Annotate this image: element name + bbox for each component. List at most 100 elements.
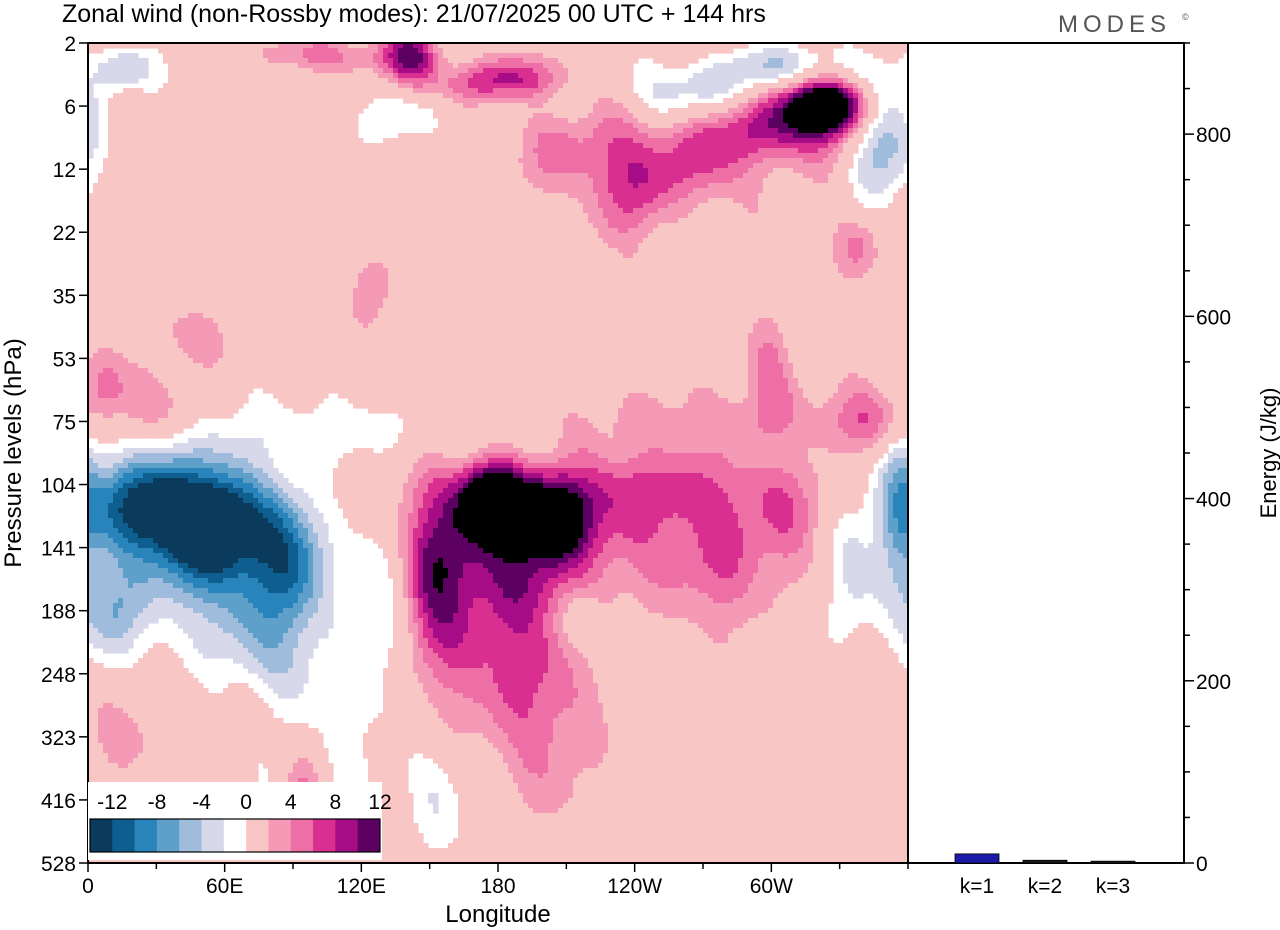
field-cell xyxy=(103,173,109,179)
field-cell xyxy=(713,173,719,179)
field-cell xyxy=(568,163,574,169)
field-cell xyxy=(153,188,159,194)
field-cell xyxy=(343,53,349,59)
field-cell xyxy=(708,203,714,209)
field-cell xyxy=(338,78,344,84)
field-cell xyxy=(513,68,519,74)
field-cell xyxy=(263,68,269,74)
field-cell xyxy=(163,93,169,99)
field-cell xyxy=(198,88,204,94)
field-cell xyxy=(188,153,194,159)
field-cell xyxy=(678,83,684,89)
field-cell xyxy=(823,183,829,189)
field-cell xyxy=(93,183,99,189)
field-cell xyxy=(388,193,394,199)
field-cell xyxy=(133,153,139,159)
field-cell xyxy=(708,183,714,189)
field-cell xyxy=(558,173,564,179)
field-cell xyxy=(578,108,584,114)
field-cell xyxy=(713,163,719,169)
field-cell xyxy=(198,168,204,174)
field-cell xyxy=(538,98,544,104)
field-cell xyxy=(678,53,684,59)
field-cell xyxy=(393,193,399,199)
field-cell xyxy=(428,48,434,54)
field-cell xyxy=(678,48,684,54)
field-cell xyxy=(688,83,694,89)
field-cell xyxy=(658,148,664,154)
field-cell xyxy=(873,128,879,134)
field-cell xyxy=(163,43,169,49)
field-cell xyxy=(328,128,334,134)
field-cell xyxy=(518,163,524,169)
field-cell xyxy=(703,53,709,59)
field-cell xyxy=(438,113,444,119)
field-cell xyxy=(433,148,439,154)
field-cell xyxy=(813,158,819,164)
field-cell xyxy=(398,203,404,209)
field-cell xyxy=(673,158,679,164)
field-cell xyxy=(123,88,129,94)
field-cell xyxy=(763,58,769,64)
field-cell xyxy=(133,128,139,134)
field-cell xyxy=(803,88,809,94)
field-cell xyxy=(703,148,709,154)
field-cell xyxy=(243,118,249,124)
field-cell xyxy=(403,168,409,174)
field-cell xyxy=(858,163,864,169)
field-cell xyxy=(498,123,504,129)
field-cell xyxy=(398,43,404,49)
field-cell xyxy=(498,193,504,199)
field-cell xyxy=(288,203,294,209)
field-cell xyxy=(188,123,194,129)
field-cell xyxy=(363,178,369,184)
field-cell xyxy=(158,108,164,114)
field-cell xyxy=(293,188,299,194)
field-cell xyxy=(123,93,129,99)
field-cell xyxy=(118,198,124,204)
field-cell xyxy=(508,133,514,139)
field-cell xyxy=(843,163,849,169)
field-cell xyxy=(213,158,219,164)
field-cell xyxy=(138,108,144,114)
field-cell xyxy=(273,73,279,79)
field-cell xyxy=(808,123,814,129)
field-cell xyxy=(143,193,149,199)
field-cell xyxy=(473,148,479,154)
field-cell xyxy=(153,208,159,214)
field-cell xyxy=(818,168,824,174)
field-cell xyxy=(423,153,429,159)
field-cell xyxy=(698,133,704,139)
field-cell xyxy=(513,128,519,134)
field-cell xyxy=(763,53,769,59)
field-cell xyxy=(523,73,529,79)
field-cell xyxy=(268,43,274,49)
field-cell xyxy=(318,78,324,84)
field-cell xyxy=(518,118,524,124)
field-cell xyxy=(828,143,834,149)
field-cell xyxy=(583,53,589,59)
field-cell xyxy=(238,173,244,179)
field-cell xyxy=(498,178,504,184)
field-cell xyxy=(103,183,109,189)
field-cell xyxy=(608,153,614,159)
field-cell xyxy=(513,148,519,154)
field-cell xyxy=(383,153,389,159)
field-cell xyxy=(168,108,174,114)
field-cell xyxy=(113,168,119,174)
field-cell xyxy=(108,138,114,144)
field-cell xyxy=(573,93,579,99)
field-cell xyxy=(493,88,499,94)
field-cell xyxy=(303,203,309,209)
field-cell xyxy=(258,188,264,194)
field-cell xyxy=(293,163,299,169)
field-cell xyxy=(763,188,769,194)
field-cell xyxy=(713,158,719,164)
field-cell xyxy=(523,53,529,59)
field-cell xyxy=(568,148,574,154)
field-cell xyxy=(533,68,539,74)
field-cell xyxy=(398,208,404,214)
field-cell xyxy=(323,98,329,104)
field-cell xyxy=(898,128,904,134)
field-cell xyxy=(343,98,349,104)
